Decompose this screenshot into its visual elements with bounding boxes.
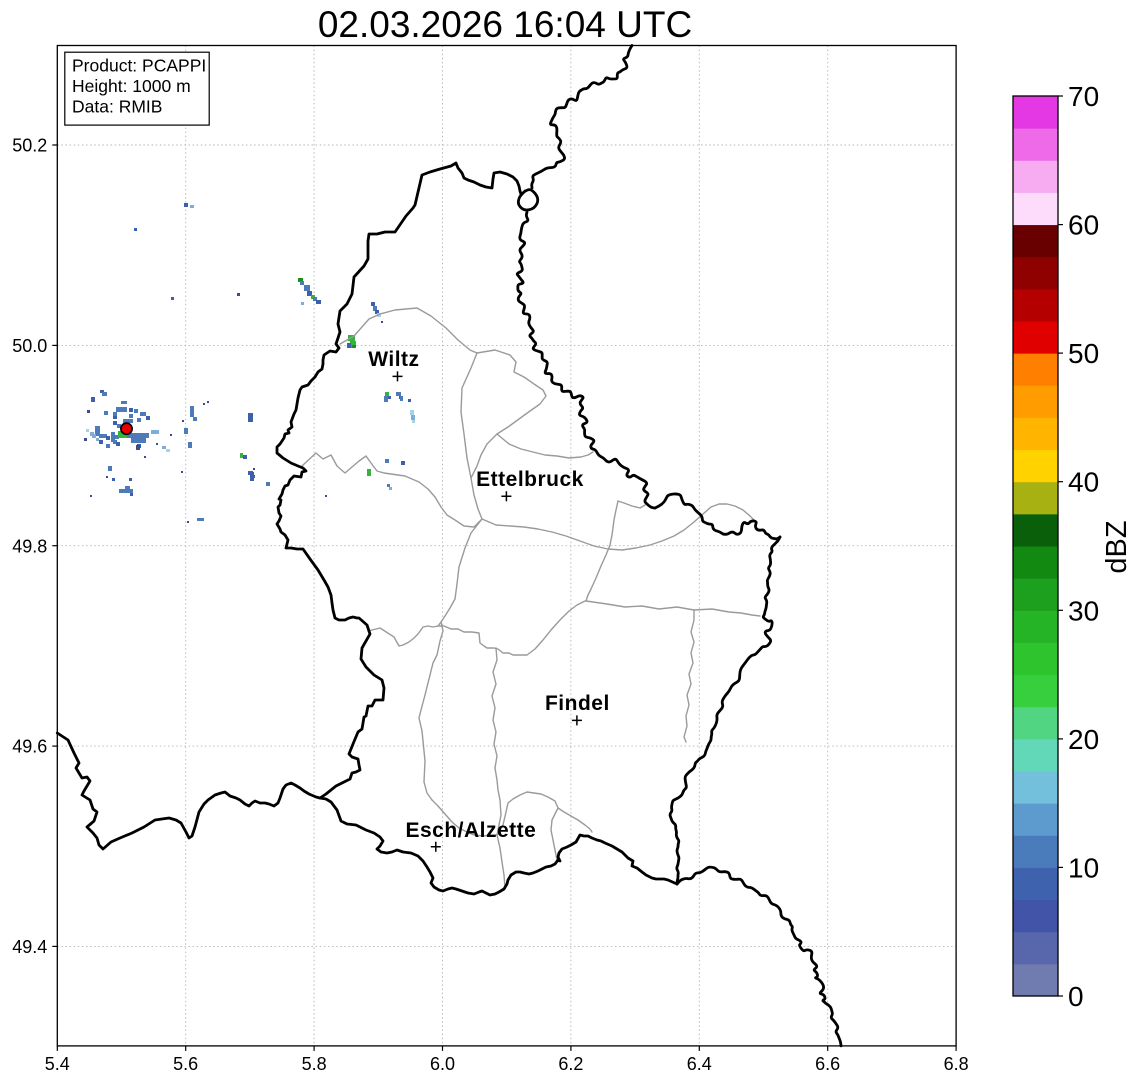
svg-text:5.8: 5.8 — [302, 1054, 327, 1074]
svg-text:30: 30 — [1068, 595, 1099, 626]
svg-text:Wiltz: Wiltz — [368, 348, 419, 371]
svg-text:Findel: Findel — [545, 692, 610, 715]
svg-text:60: 60 — [1068, 210, 1099, 241]
svg-text:20: 20 — [1068, 724, 1099, 755]
svg-text:50: 50 — [1068, 338, 1099, 369]
svg-text:49.4: 49.4 — [12, 937, 47, 957]
svg-text:02.03.2026 16:04 UTC: 02.03.2026 16:04 UTC — [318, 4, 692, 45]
svg-text:Ettelbruck: Ettelbruck — [476, 468, 584, 491]
svg-text:49.6: 49.6 — [12, 737, 47, 757]
svg-text:Esch/Alzette: Esch/Alzette — [405, 819, 536, 842]
svg-text:50.2: 50.2 — [12, 136, 47, 156]
svg-text:10: 10 — [1068, 852, 1099, 883]
svg-text:dBZ: dBZ — [1101, 520, 1133, 573]
svg-text:6.8: 6.8 — [944, 1054, 969, 1074]
svg-text:5.6: 5.6 — [173, 1054, 198, 1074]
svg-text:70: 70 — [1068, 81, 1099, 112]
svg-text:40: 40 — [1068, 467, 1099, 498]
svg-text:5.4: 5.4 — [45, 1054, 70, 1074]
svg-text:0: 0 — [1068, 981, 1084, 1012]
svg-text:6.4: 6.4 — [687, 1054, 712, 1074]
svg-text:6.0: 6.0 — [430, 1054, 455, 1074]
svg-text:6.6: 6.6 — [815, 1054, 840, 1074]
svg-text:50.0: 50.0 — [12, 336, 47, 356]
svg-text:Height: 1000 m: Height: 1000 m — [72, 76, 191, 96]
svg-text:6.2: 6.2 — [558, 1054, 583, 1074]
svg-text:Product: PCAPPI: Product: PCAPPI — [72, 56, 206, 76]
svg-text:Data: RMIB: Data: RMIB — [72, 97, 162, 117]
svg-text:49.8: 49.8 — [12, 536, 47, 556]
